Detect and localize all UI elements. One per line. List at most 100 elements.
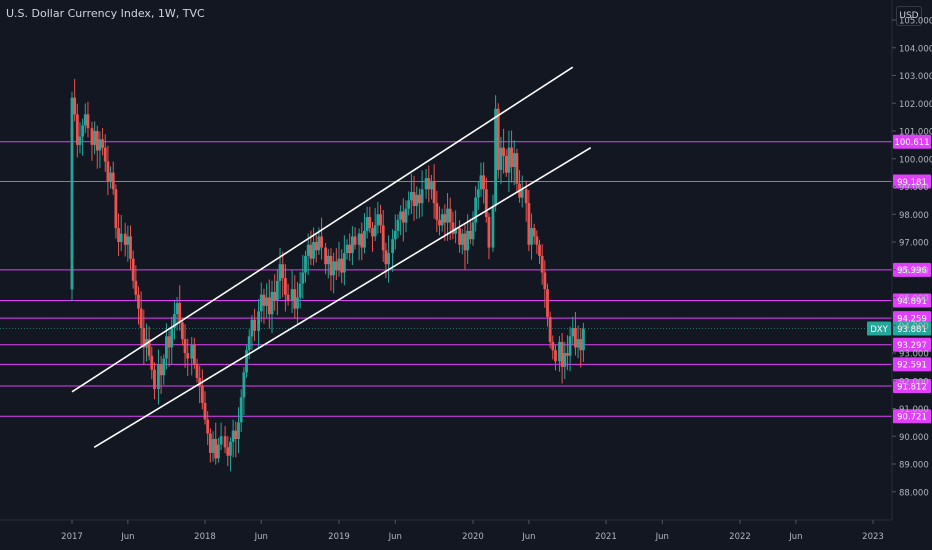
candle-body: [494, 108, 498, 206]
candle-body: [579, 339, 583, 351]
y-tick-label: 91.000: [899, 405, 929, 415]
candle-body: [237, 422, 240, 440]
candle-body: [153, 369, 156, 390]
candle-body: [527, 203, 531, 245]
candle-body: [576, 339, 580, 348]
candle-body: [487, 217, 491, 248]
candle-body: [103, 147, 107, 162]
level-label: 92.591: [897, 361, 927, 371]
candle-body: [211, 439, 215, 453]
candle-body: [357, 233, 361, 245]
candle-body: [507, 147, 511, 173]
candle-body: [401, 211, 405, 223]
candle-body: [420, 189, 424, 204]
candle-body: [532, 228, 536, 237]
last-price-label: 93.881: [897, 325, 927, 335]
candle-body: [208, 433, 212, 453]
candle-body: [399, 211, 403, 220]
x-tick-label: Jun: [254, 532, 268, 542]
chart-title: U.S. Dollar Currency Index, 1W, TVC: [6, 7, 205, 20]
time-axis: 2017 Jun 2018 Jun 2019 Jun 2020 Jun 2021 Jun 2022 J…: [0, 519, 892, 542]
y-tick-label: 93.000: [899, 350, 929, 360]
x-tick-label: Jun: [120, 532, 134, 542]
x-tick-label: 2022: [729, 532, 751, 542]
candle-body: [203, 402, 207, 420]
symbol-label-bg: [867, 321, 891, 336]
candle-body: [524, 189, 528, 204]
y-tick-label: 88.000: [899, 488, 929, 498]
candle-body: [340, 258, 344, 273]
candle-body: [424, 178, 428, 190]
y-tick-label: 95.000: [899, 294, 929, 304]
candle-body: [81, 125, 85, 137]
candle-body: [98, 139, 102, 151]
x-tick-label: Jun: [655, 532, 669, 542]
y-tick-label: 103.000: [899, 72, 932, 82]
candle-body: [491, 205, 495, 248]
x-tick-label: 2018: [194, 532, 216, 542]
candle-body: [502, 147, 505, 156]
candle-body: [159, 364, 163, 376]
level-label-bg: [893, 293, 931, 308]
candle-body: [337, 258, 341, 270]
candle-body: [129, 236, 132, 259]
candle-body: [546, 289, 549, 317]
candle-body: [448, 208, 452, 223]
candle-body: [520, 189, 524, 198]
candle-body: [435, 203, 439, 220]
y-tick-label: 92.000: [899, 377, 929, 387]
candle-body: [109, 172, 112, 181]
candle-body: [563, 353, 567, 367]
candle-body: [131, 258, 135, 281]
level-label-bg: [893, 134, 931, 149]
y-tick-label: 94.000: [899, 322, 929, 332]
candle-body: [568, 336, 572, 356]
candle-body: [334, 261, 338, 270]
candle-body: [574, 328, 577, 348]
price-axis: 88.000 89.000 90.000 91.000 92.000 93.000 94.0…: [891, 0, 932, 520]
y-tick-label: 105.000: [899, 17, 932, 27]
level-label-bg: [893, 357, 931, 372]
candle-body: [376, 214, 380, 226]
horizontal-levels: 100.611 99.181 95.996 94.891 94.259 93.297 92.…: [0, 134, 931, 424]
candle-body: [190, 344, 194, 359]
candle-body: [75, 114, 79, 145]
candle-body: [247, 336, 251, 351]
level-label: 94.891: [897, 297, 927, 307]
candle-body: [70, 211, 74, 242]
x-tick-label: 2020: [462, 532, 484, 542]
candle-body: [83, 114, 87, 126]
candle-body: [329, 255, 333, 276]
candle-body: [379, 214, 382, 226]
trend-channel: [71, 66, 592, 449]
candle-body: [262, 294, 266, 306]
candle-body: [90, 128, 94, 145]
level-label-bg: [893, 262, 931, 277]
x-tick-label: Jun: [788, 532, 802, 542]
candle-body: [496, 108, 500, 170]
candle-body: [320, 236, 323, 248]
x-tick-label: Jun: [521, 532, 535, 542]
candle-body: [253, 319, 256, 331]
candle-body: [482, 175, 486, 190]
candle-body: [451, 222, 455, 234]
candle-body: [281, 264, 285, 279]
currency-button[interactable]: USD: [896, 6, 922, 26]
candle-body: [214, 439, 218, 459]
candle-body: [443, 214, 447, 223]
candle-body: [231, 430, 235, 442]
candle-body: [147, 339, 151, 356]
level-label-bg: [893, 337, 931, 352]
y-tick-label: 101.000: [899, 128, 932, 138]
candle-body: [363, 230, 366, 248]
candle-body: [484, 189, 488, 218]
symbol-label: DXY: [870, 325, 888, 335]
candle-body: [474, 197, 478, 223]
candle-body: [471, 222, 475, 240]
level-label: 90.721: [897, 413, 927, 423]
level-label: 99.181: [897, 178, 927, 188]
x-tick-label: 2017: [61, 532, 83, 542]
channel-line-lower: [93, 146, 592, 449]
candle-body: [548, 316, 552, 342]
